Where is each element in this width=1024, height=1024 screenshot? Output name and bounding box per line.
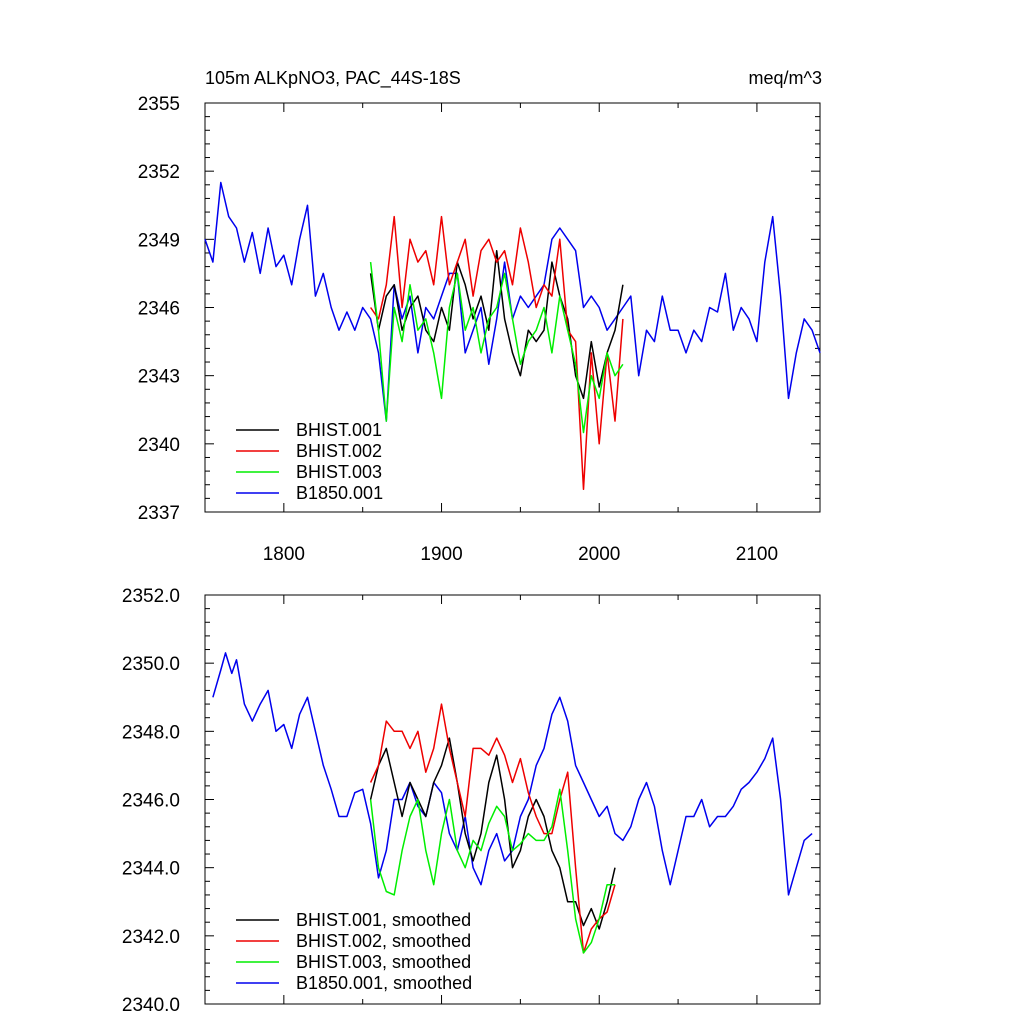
legend-label-bhist-003: BHIST.003 [296, 462, 382, 482]
bottom-tick-marks [204, 594, 820, 1005]
bottom-panel: 2340.0 2342.0 2344.0 2346.0 2348.0 2350.0 2352… [122, 586, 821, 1016]
y-tick-label: 2340 [138, 435, 180, 456]
legend-label-bhist-001: BHIST.001 [296, 420, 382, 440]
x-tick-label: 2000 [578, 544, 620, 565]
y-tick-label: 2337 [138, 503, 180, 524]
y-tick-label: 2346 [138, 299, 180, 320]
legend-label-b1850-001: B1850.001 [296, 483, 383, 503]
y-tick-label: 2340.0 [122, 995, 180, 1016]
y-tick-label: 2348.0 [122, 722, 180, 743]
series-line-bhist-001 [369, 249, 624, 400]
y-tick-label: 2349 [138, 230, 180, 251]
legend-label-bhist-001-smoothed: BHIST.001, smoothed [296, 910, 471, 930]
series-line-bhist-002-smoothed [369, 703, 616, 954]
top-panel-title: 105m ALKpNO3, PAC_44S-18S [205, 68, 461, 89]
legend-label-b1850-001-smoothed: B1850.001, smoothed [296, 973, 472, 993]
top-panel-units: meq/m^3 [749, 68, 822, 88]
x-tick-label: 1900 [420, 544, 462, 565]
series-line-bhist-003-smoothed [369, 788, 615, 954]
top-x-tick-labels: 1800 1900 2000 2100 [263, 544, 778, 565]
bottom-series-lines [212, 652, 813, 954]
series-line-bhist-002 [369, 215, 624, 491]
y-tick-label: 2352 [138, 162, 180, 183]
series-line-bhist-003 [369, 262, 624, 434]
top-y-tick-labels: 2337 2340 2343 2346 2349 2352 2355 [138, 94, 180, 524]
legend-label-bhist-002-smoothed: BHIST.002, smoothed [296, 931, 471, 951]
top-panel: 105m ALKpNO3, PAC_44S-18S meq/m^3 233723… [138, 68, 822, 565]
x-tick-label: 2100 [736, 544, 778, 565]
legend-label-bhist-003-smoothed: BHIST.003, smoothed [296, 952, 471, 972]
y-tick-label: 2344.0 [122, 859, 180, 880]
legend-label-bhist-002: BHIST.002 [296, 441, 382, 461]
y-tick-label: 2352.0 [122, 586, 180, 607]
y-tick-label: 2343 [138, 367, 180, 388]
series-line-b1850-001-smoothed [212, 652, 813, 896]
top-series-lines [204, 181, 821, 491]
x-tick-label: 1800 [263, 544, 305, 565]
bottom-y-tick-labels: 2340.0 2342.0 2344.0 2346.0 2348.0 2350.0 2352… [122, 586, 180, 1016]
y-tick-label: 2346.0 [122, 791, 180, 812]
series-line-b1850-001 [204, 181, 821, 422]
y-tick-label: 2355 [138, 94, 180, 115]
y-tick-label: 2350.0 [122, 654, 180, 675]
y-tick-label: 2342.0 [122, 927, 180, 948]
top-tick-marks [204, 102, 820, 513]
